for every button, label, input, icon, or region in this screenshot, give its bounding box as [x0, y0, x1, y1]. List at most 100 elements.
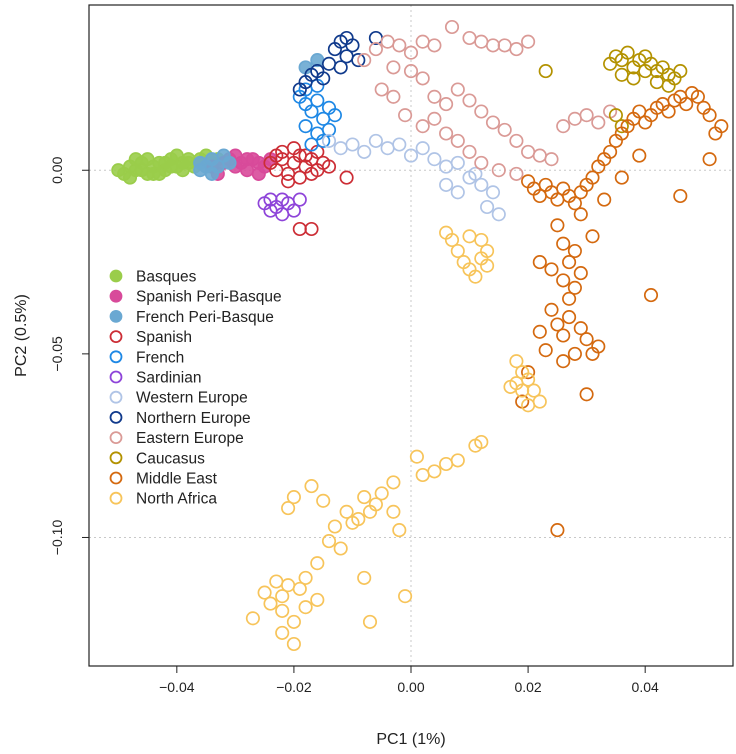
legend-label: Spanish [136, 329, 192, 346]
data-point [532, 324, 547, 339]
y-tick-label: −0.10 [49, 520, 65, 556]
data-point [562, 255, 577, 270]
data-point [567, 280, 582, 295]
data-point [444, 19, 460, 35]
data-point [632, 148, 647, 163]
data-point [310, 592, 325, 607]
data-point [427, 152, 442, 167]
series-caucasus [538, 45, 688, 134]
legend-label: Spanish Peri-Basque [136, 289, 282, 306]
data-point [263, 596, 278, 611]
data-point [175, 163, 190, 178]
data-point [597, 192, 612, 207]
data-point [140, 152, 155, 167]
data-point [368, 133, 383, 148]
data-point [439, 177, 454, 192]
data-point [556, 273, 571, 288]
data-point [415, 71, 430, 86]
data-point [292, 221, 307, 237]
data-point [638, 64, 653, 79]
data-point [286, 636, 301, 652]
data-point [450, 155, 465, 170]
data-point [468, 438, 483, 453]
data-point [661, 104, 676, 119]
x-axis: −0.04 −0.02 0.00 0.02 0.04 [159, 666, 659, 695]
data-point [579, 332, 594, 347]
data-point [509, 133, 524, 148]
legend-item: Western Europe [109, 390, 248, 407]
legend-label: Caucasus [136, 450, 205, 467]
data-point [403, 45, 419, 60]
data-point [702, 108, 717, 123]
series-french-peri-basque [193, 53, 325, 181]
data-point [316, 493, 331, 508]
data-point [544, 152, 559, 167]
data-point [398, 589, 413, 604]
data-point [427, 464, 442, 479]
data-point [333, 541, 348, 556]
legend-item: Sardinian [109, 370, 202, 387]
data-point [310, 556, 325, 571]
legend-marker [109, 269, 123, 283]
legend-item: French [109, 349, 184, 366]
data-point [614, 119, 629, 134]
data-point [450, 243, 465, 259]
data-point [497, 122, 512, 137]
data-point [281, 174, 296, 189]
data-point [474, 104, 489, 119]
data-point [310, 93, 325, 108]
data-point [362, 504, 378, 519]
data-point [427, 38, 442, 53]
data-point [368, 42, 383, 57]
legend-marker [109, 350, 123, 364]
data-point [485, 185, 501, 200]
data-point [357, 53, 372, 68]
data-point [450, 133, 465, 148]
legend-marker [109, 370, 123, 384]
data-point [567, 196, 582, 211]
data-point [450, 453, 465, 468]
data-point [169, 148, 184, 163]
data-point [468, 166, 483, 181]
data-point [321, 159, 337, 174]
x-tick-label: 0.02 [514, 679, 541, 695]
data-point [462, 229, 477, 244]
data-point [298, 119, 313, 134]
legend-label: Western Europe [136, 390, 248, 407]
data-point [351, 53, 366, 68]
data-point [509, 166, 524, 181]
data-point [392, 137, 407, 152]
data-point [620, 45, 635, 60]
data-point [304, 67, 319, 82]
data-point [444, 232, 460, 248]
data-point [521, 365, 536, 380]
data-point [450, 82, 465, 97]
data-point [398, 108, 413, 123]
data-point [357, 570, 372, 585]
data-point [538, 343, 553, 358]
data-point [480, 258, 495, 273]
legend-marker [109, 330, 123, 344]
data-point [152, 166, 167, 181]
legend-label: Basques [136, 269, 197, 286]
data-point [204, 166, 219, 181]
data-point [679, 97, 694, 112]
data-point [403, 148, 419, 163]
data-point [292, 170, 307, 185]
data-point [567, 346, 582, 361]
data-point [550, 317, 565, 332]
data-point [357, 490, 372, 505]
data-point [468, 269, 483, 284]
data-point [626, 71, 641, 86]
data-point [690, 89, 705, 104]
data-point [608, 108, 623, 123]
data-point [544, 262, 559, 277]
legend-item: Caucasus [109, 450, 205, 467]
data-point [339, 170, 354, 185]
data-point [585, 229, 600, 244]
series-middle-east [515, 86, 729, 538]
data-point [327, 108, 342, 123]
data-point [579, 387, 594, 402]
data-point [298, 600, 313, 615]
legend-label: Northern Europe [136, 410, 251, 427]
